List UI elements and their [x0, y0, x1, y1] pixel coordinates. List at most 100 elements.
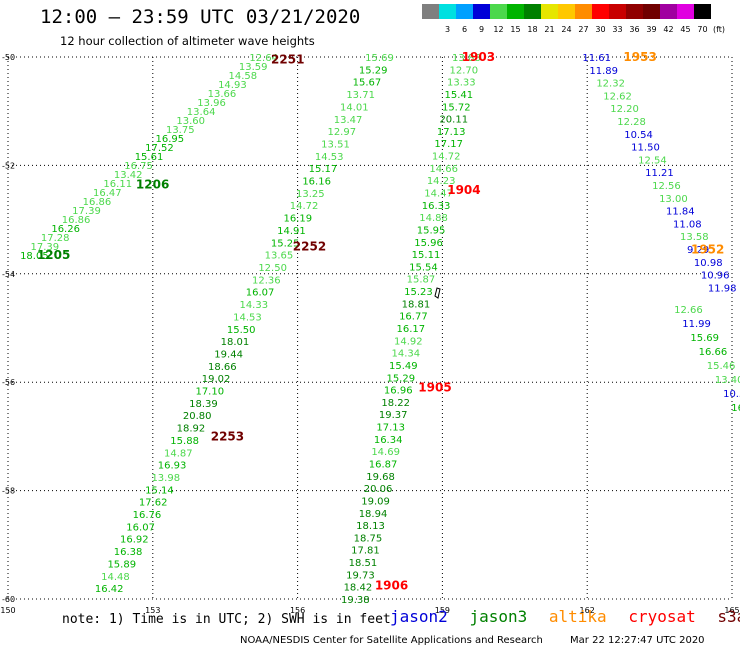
lat-tick-label: -58 — [2, 487, 15, 496]
wave-height-value: 11.84 — [666, 207, 695, 218]
wave-height-value: 13.40 — [715, 375, 740, 386]
wave-height-value: 20.11 — [439, 115, 468, 126]
wave-height-value: 14.72 — [432, 152, 461, 163]
wave-height-value: 15.89 — [107, 559, 136, 570]
wave-height-value: 13.88 — [452, 53, 481, 64]
pass-time-tag: 1903 — [462, 50, 495, 64]
pass-time-tag: 1952 — [691, 242, 724, 256]
wave-height-value: 14.87 — [164, 448, 193, 459]
wave-height-value: 11.89 — [589, 66, 618, 77]
wave-height-value: 16.07 — [246, 288, 275, 299]
wave-height-value: 14.33 — [239, 300, 268, 311]
wave-height-value: 15.41 — [444, 90, 473, 101]
wave-height-value: 13.96 — [197, 98, 226, 109]
wave-height-value: 15.23 — [404, 287, 433, 298]
wave-height-value: 17.28 — [41, 233, 70, 244]
scale-label: 21 — [544, 25, 554, 34]
wave-height-value: 17.13 — [376, 423, 405, 434]
wave-height-value: 15.17 — [309, 164, 338, 175]
wave-height-value: 10.54 — [624, 130, 653, 141]
wave-height-value: 13.33 — [447, 78, 476, 89]
pass-time-tag: 1205 — [37, 248, 70, 262]
wave-height-value: 16.19 — [283, 214, 312, 225]
lat-tick-label: -60 — [2, 595, 15, 604]
wave-height-value: 15.46 — [707, 361, 736, 372]
wave-height-value: 17.52 — [145, 143, 174, 154]
scale-swatch — [592, 4, 609, 19]
footer: NOAA/NESDIS Center for Satellite Applica… — [240, 635, 729, 646]
wave-height-value: 16.75 — [124, 161, 153, 172]
scale-swatch — [626, 4, 643, 19]
satellite-name: jason2 — [390, 607, 448, 626]
scale-label: 9 — [479, 25, 484, 34]
satellite-name: jason3 — [469, 607, 528, 626]
wave-height-value: 13.25 — [296, 189, 325, 200]
pass-time-tag: 1904 — [447, 183, 480, 197]
wave-height-value: 16.16 — [302, 177, 331, 188]
wave-height-value: 19.09 — [361, 496, 390, 507]
wave-height-value: 15.69 — [690, 333, 719, 344]
scale-label: 70 — [697, 25, 707, 34]
wave-height-value: 15.29 — [359, 65, 388, 76]
scale-swatch — [541, 4, 558, 19]
lon-tick-label: 153 — [145, 606, 160, 615]
wave-height-value: 16.86 — [83, 197, 112, 208]
wave-height-value: 18.05 — [20, 251, 49, 262]
wave-height-value: 17.17 — [434, 139, 463, 150]
wave-height-value: 11.08 — [673, 219, 702, 230]
wave-height-value: 16.26 — [51, 224, 80, 235]
wave-height-value: 19.73 — [346, 570, 375, 581]
lat-tick-label: -52 — [2, 161, 15, 170]
wave-height-value: 9.29 — [687, 245, 709, 256]
wave-height-value: 12.56 — [652, 181, 681, 192]
wave-height-value: 19.68 — [366, 472, 395, 483]
wave-height-value: 17.13 — [437, 127, 466, 138]
wave-height-value: 16.86 — [62, 215, 91, 226]
wave-height-value: 16.66 — [699, 347, 728, 358]
wave-height-value: 11.98 — [708, 283, 737, 294]
wave-height-value: 20.80 — [183, 411, 212, 422]
wave-height-value: 14.53 — [233, 312, 262, 323]
wave-height-value: 13.75 — [166, 125, 195, 136]
wave-height-value: 16.17 — [397, 324, 426, 335]
wave-height-value: 13.71 — [346, 90, 375, 101]
wave-height-value: 19.02 — [202, 374, 231, 385]
wave-height-value: 18.75 — [354, 533, 383, 544]
wave-height-value: 13.47 — [334, 115, 363, 126]
wave-height-value: 17.62 — [139, 498, 168, 509]
wave-height-value: 17.10 — [195, 387, 224, 398]
scale-swatch — [643, 4, 660, 19]
wave-height-value: 16.92 — [731, 403, 740, 414]
wave-height-value: 13.66 — [208, 89, 237, 100]
wave-height-value: 10.98 — [694, 258, 723, 269]
wave-height-value: 15.54 — [409, 262, 438, 273]
wave-height-value: 18.81 — [402, 299, 431, 310]
wave-height-value: 19.37 — [379, 410, 408, 421]
wave-height-value: 18.42 — [344, 583, 373, 594]
wave-height-value: 16.42 — [95, 584, 124, 595]
wave-height-value: 12.32 — [596, 79, 625, 90]
scale-label: 45 — [680, 25, 690, 34]
wave-height-value: 16.33 — [422, 201, 451, 212]
lon-tick-label: 156 — [290, 606, 305, 615]
wave-height-value: 16.47 — [93, 188, 122, 199]
wave-height-value: 17.39 — [72, 206, 101, 217]
wave-height-value: 15.14 — [145, 485, 174, 496]
wave-height-value: 13.00 — [659, 194, 688, 205]
wave-height-value: 15.49 — [389, 361, 418, 372]
wave-height-value: 15.69 — [365, 53, 394, 64]
lon-tick-label: 165 — [724, 606, 739, 615]
lat-tick-label: -54 — [2, 270, 15, 279]
wave-height-value: 15.87 — [407, 275, 436, 286]
pass-time-tag: 2253 — [211, 429, 244, 443]
scale-label: 6 — [462, 25, 467, 34]
scale-label: 39 — [646, 25, 656, 34]
scale-label: 15 — [510, 25, 520, 34]
wave-height-value: 11.21 — [645, 168, 674, 179]
wave-height-value: 18.39 — [189, 399, 218, 410]
wave-height-value: 12.66 — [674, 305, 703, 316]
wave-height-value: 18.66 — [208, 362, 237, 373]
wave-height-value: 13.64 — [187, 107, 216, 118]
scale-label: 33 — [612, 25, 622, 34]
wave-height-value: 15.25 — [271, 238, 300, 249]
